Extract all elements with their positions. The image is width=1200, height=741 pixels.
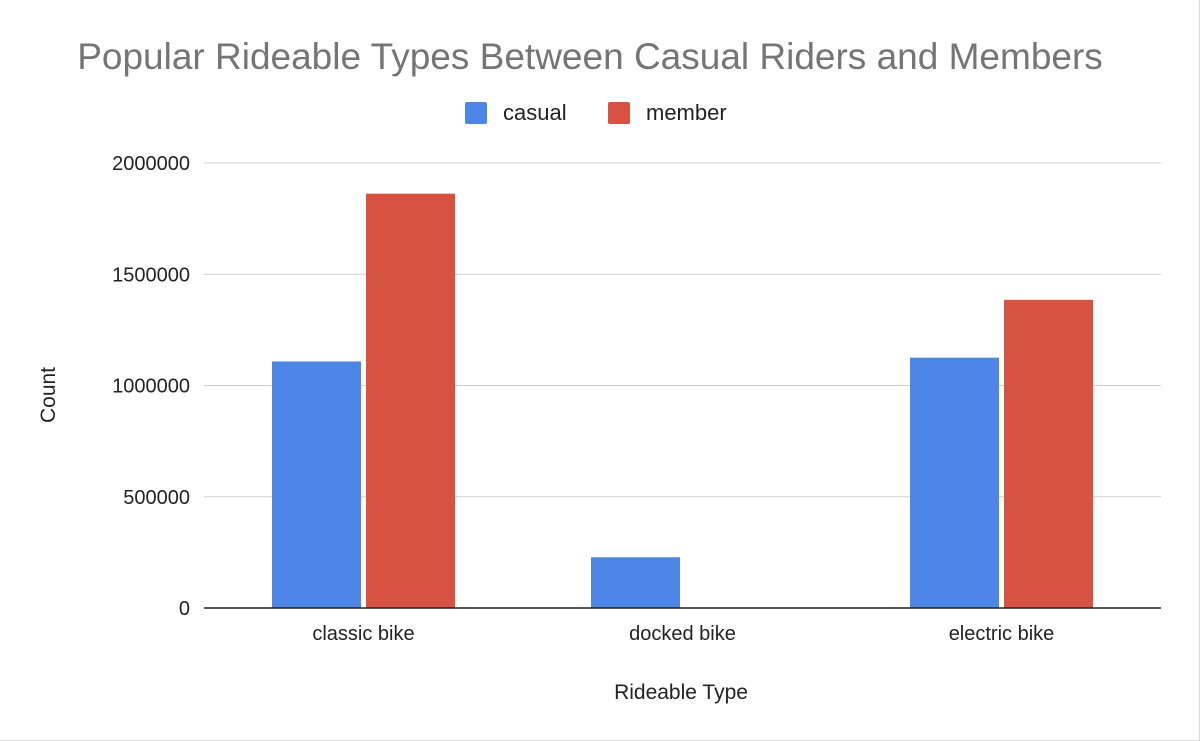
legend-swatch-member [608,102,630,124]
bar-casual-electric-bike [910,357,999,608]
grid-lines [204,162,1161,498]
legend-label-casual: casual [503,100,567,125]
y-tick-label: 2000000 [112,153,190,175]
y-tick-label: 0 [179,598,190,620]
bar-member-classic-bike [366,193,455,608]
legend-label-member: member [646,100,727,125]
x-axis-title: Rideable Type [614,681,748,704]
legend: casual member [465,100,727,125]
bar-casual-classic-bike [272,361,361,608]
tick-labels: 0 500000 1000000 1500000 2000000 classic bike… [112,153,1054,645]
bar-casual-docked-bike [591,557,680,608]
y-axis-title: Count [37,367,60,423]
x-tick-label: classic bike [312,623,414,645]
y-tick-label: 500000 [123,487,190,509]
y-tick-label: 1000000 [112,376,190,398]
x-tick-label: docked bike [629,623,736,645]
chart-title: Popular Rideable Types Between Casual Ri… [77,36,1103,77]
x-tick-label: electric bike [949,623,1055,645]
y-tick-label: 1500000 [112,264,190,286]
legend-swatch-casual [465,102,487,124]
bar-member-electric-bike [1004,299,1093,608]
bars [272,193,1093,608]
